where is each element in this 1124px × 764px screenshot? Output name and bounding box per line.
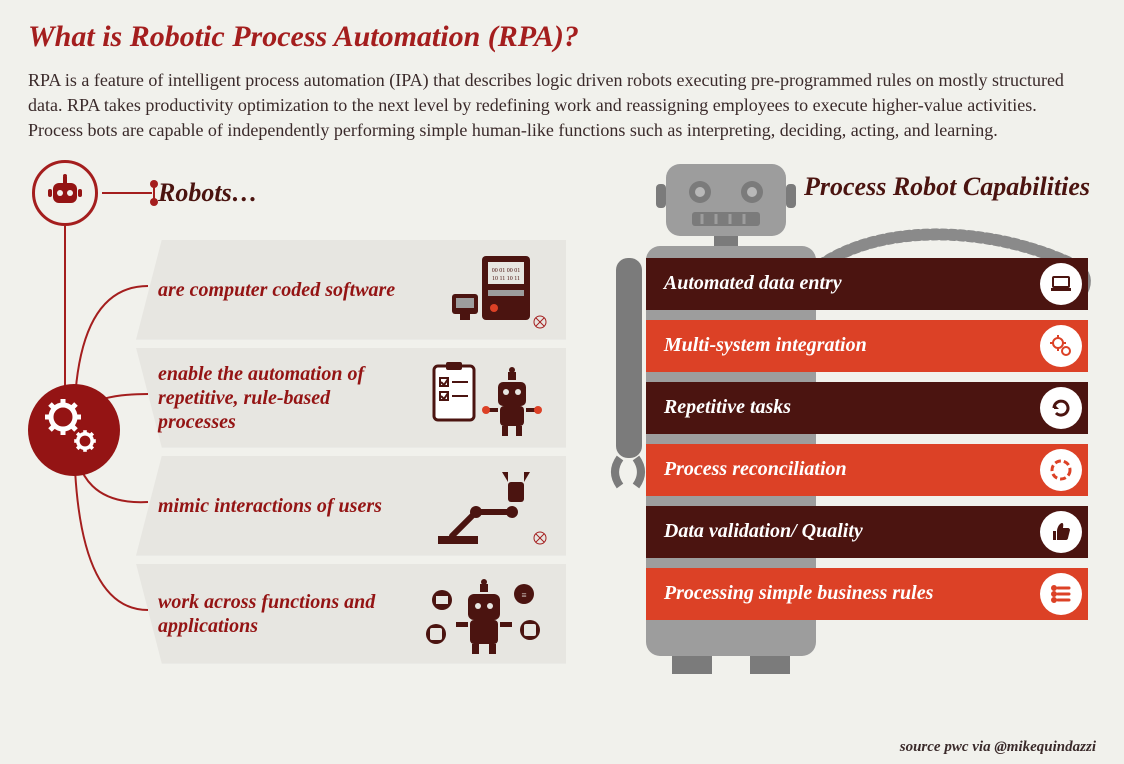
feature-row: are computer coded software 00 01 00 01 … [136,240,566,340]
gears-icon [1040,325,1082,367]
thumbs-up-icon [1040,511,1082,553]
checklist-robot-icon [412,356,552,440]
feature-row: mimic interactions of users [136,456,566,556]
gears-hub-icon [28,384,120,476]
svg-text:≡: ≡ [521,590,526,600]
capability-label: Processing simple business rules [664,582,1040,605]
capability-item: Processing simple business rules [646,568,1088,620]
capability-label: Repetitive tasks [664,396,1040,419]
page-title: What is Robotic Process Automation (RPA)… [28,20,1096,54]
feature-row: enable the automation of repetitive, rul… [136,348,566,448]
progress-icon [1040,449,1082,491]
vertical-connector [64,226,66,394]
list-icon [1040,573,1082,615]
capability-label: Process reconciliation [664,458,1040,481]
left-panel: Robots… [28,166,562,686]
svg-text:00 01 00 01: 00 01 00 01 [492,268,521,274]
feature-row: work across functions and applications ≡ [136,564,566,664]
intro-paragraph: RPA is a feature of intelligent process … [28,68,1096,144]
capability-item: Data validation/ Quality [646,506,1088,558]
robot-arm-icon [412,464,552,548]
capability-item: Multi-system integration [646,320,1088,372]
refresh-icon [1040,387,1082,429]
capability-item: Automated data entry [646,258,1088,310]
source-credit: source pwc via @mikequindazzi [900,739,1096,756]
feature-text: mimic interactions of users [158,494,382,518]
capability-label: Automated data entry [664,272,1040,295]
feature-text: are computer coded software [158,278,395,302]
head-connector [102,178,152,208]
laptop-icon [1040,263,1082,305]
robot-head-icon [32,160,98,226]
feature-text: work across functions and applications [158,590,398,638]
capability-item: Repetitive tasks [646,382,1088,434]
server-icon: 00 01 00 01 10 11 10 11 [412,248,552,332]
robots-label: Robots… [158,178,258,208]
feature-text: enable the automation of repetitive, rul… [158,362,398,434]
capability-list: Automated data entry Multi-system integr… [646,258,1088,630]
capability-label: Data validation/ Quality [664,520,1040,543]
capability-item: Process reconciliation [646,444,1088,496]
capability-label: Multi-system integration [664,334,1040,357]
robot-apps-icon: ≡ [412,572,552,656]
svg-text:10 11 10 11: 10 11 10 11 [492,276,520,282]
right-panel: Process Robot Capabilities [582,166,1096,686]
